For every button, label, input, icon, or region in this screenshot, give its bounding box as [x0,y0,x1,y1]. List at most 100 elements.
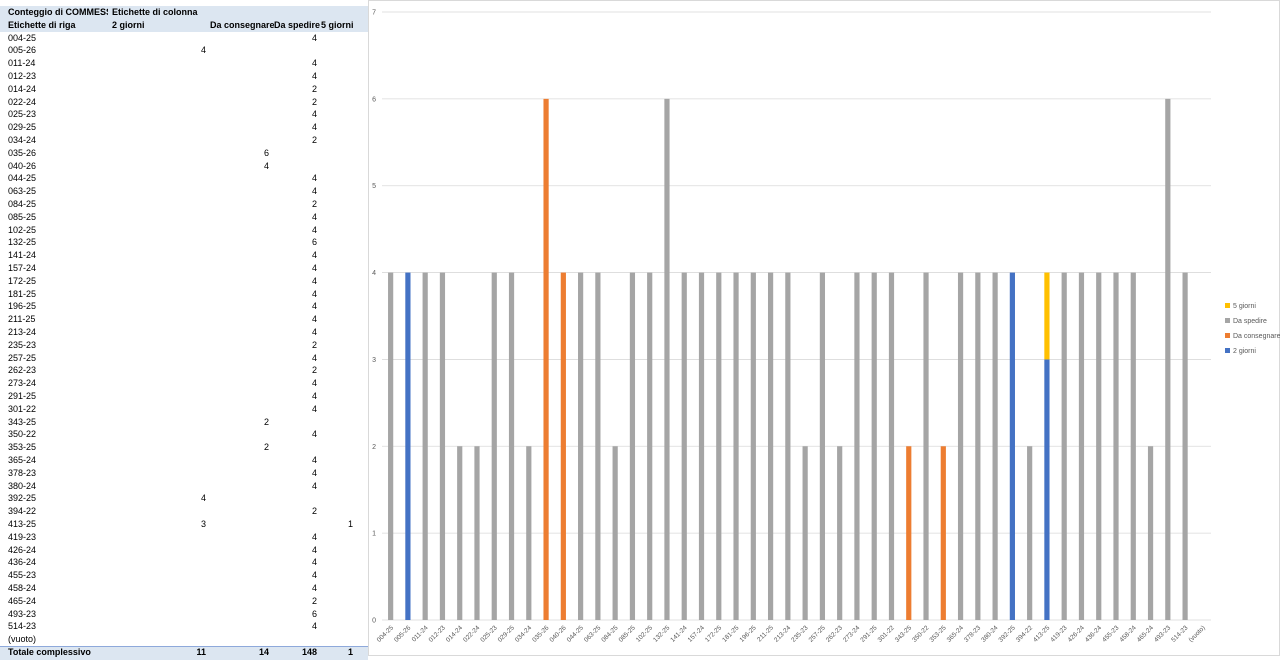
row-header: 394-22 [8,506,37,517]
row-header: 257-25 [8,352,37,363]
bar-segment [733,272,739,620]
table-value: 4 [311,570,317,581]
y-tick-label: 1 [372,531,376,538]
legend-label: 2 giorni [1233,348,1256,355]
table-value: 4 [311,301,317,312]
row-header: 343-25 [8,416,37,427]
row-header: 458-24 [8,583,37,593]
row-header: 034-24 [8,135,37,145]
bar-segment [543,98,549,621]
bar-segment [1165,98,1171,621]
row-header: 063-25 [8,186,37,197]
row-header: 181-25 [8,288,37,299]
table-value: 1 [347,519,353,529]
row-header: 235-23 [8,339,37,350]
table-value: 4 [311,275,317,286]
row-header: 426-24 [8,544,37,555]
y-tick-label: 2 [372,444,376,451]
legend-swatch [1225,348,1230,353]
table-value: 2 [311,365,317,376]
row-header: 025-23 [8,109,37,120]
row-header: 040-26 [8,160,37,171]
bar-segment [1078,272,1085,620]
row-header: 350-22 [8,429,37,440]
bar-segment [1130,272,1136,620]
row-header: 014-24 [8,83,37,94]
row-header: 211-25 [8,314,36,325]
bar-segment [1009,272,1015,620]
bar-segment [819,272,826,620]
bar-segment [526,446,532,620]
table-value: 4 [311,173,317,184]
bar-segment [837,446,843,620]
row-header: 035-26 [8,147,37,158]
row-header: 084-25 [8,199,37,209]
y-tick-label: 4 [372,270,376,277]
row-header: 102-25 [8,224,37,235]
row-header: 465-24 [8,595,37,606]
bar-segment [716,272,722,620]
bar-segment [1113,272,1119,620]
row-header: 493-23 [8,608,37,619]
bar-segment [1044,359,1050,620]
bar-segment [854,272,860,620]
row-header: 157-24 [8,263,37,273]
row-header: 085-25 [8,211,37,222]
bar-segment [750,272,756,620]
bar-segment [906,446,912,620]
bar-segment [802,446,808,620]
table-value: 4 [311,327,317,337]
bar-segment [578,272,584,620]
row-header: 022-24 [8,96,37,107]
table-value: 4 [311,621,317,632]
row-header: 419-23 [8,531,37,542]
legend-swatch [1225,303,1230,308]
row-header: 004-25 [8,32,37,43]
row-header: 132-25 [8,237,37,248]
y-tick-label: 7 [372,10,376,17]
table-value: 6 [311,237,317,248]
bar-segment [612,446,618,620]
column-label: Etichette di colonna [112,6,202,19]
table-value: 2 [311,339,317,350]
y-tick-label: 5 [372,183,376,190]
row-header: 012-23 [8,71,37,81]
bar-segment [957,272,964,620]
table-value: 2 [311,135,317,145]
table-value: 2 [263,442,269,453]
bar-segment [422,272,428,620]
row-header: 141-24 [8,250,37,261]
table-value: 4 [311,58,317,69]
table-value: 4 [311,186,317,197]
table-value: 4 [200,493,206,504]
bar-segment [1147,446,1154,620]
bar-segment [767,272,774,620]
table-value: 4 [311,403,317,414]
total-value: 148 [301,647,317,657]
table-value: 4 [311,352,317,363]
table-title: Conteggio di COMMESSE [8,6,108,19]
bar-segment [681,272,687,620]
table-value: 2 [311,506,317,517]
table-value: 6 [263,147,269,158]
bar-segment [664,98,670,621]
bar-segment [1027,446,1033,620]
row-header: 213-24 [8,327,37,337]
bar-segment [1096,272,1102,620]
table-value: 4 [311,32,317,43]
row-header: 011-24 [8,58,36,69]
total-value: 14 [258,647,269,657]
y-tick-label: 3 [372,357,376,364]
legend-swatch [1225,333,1230,338]
bar-segment [923,272,929,620]
bar-segment [439,272,446,620]
row-header: 413-25 [8,519,37,529]
table-value: 4 [311,71,317,81]
table-value: 2 [311,96,317,107]
row-header: 365-24 [8,455,37,465]
total-value: 1 [347,647,353,657]
bar-segment [457,446,463,620]
legend-label: Da spedire [1233,318,1267,325]
bar-segment [1061,272,1067,620]
row-header: 392-25 [8,493,37,504]
